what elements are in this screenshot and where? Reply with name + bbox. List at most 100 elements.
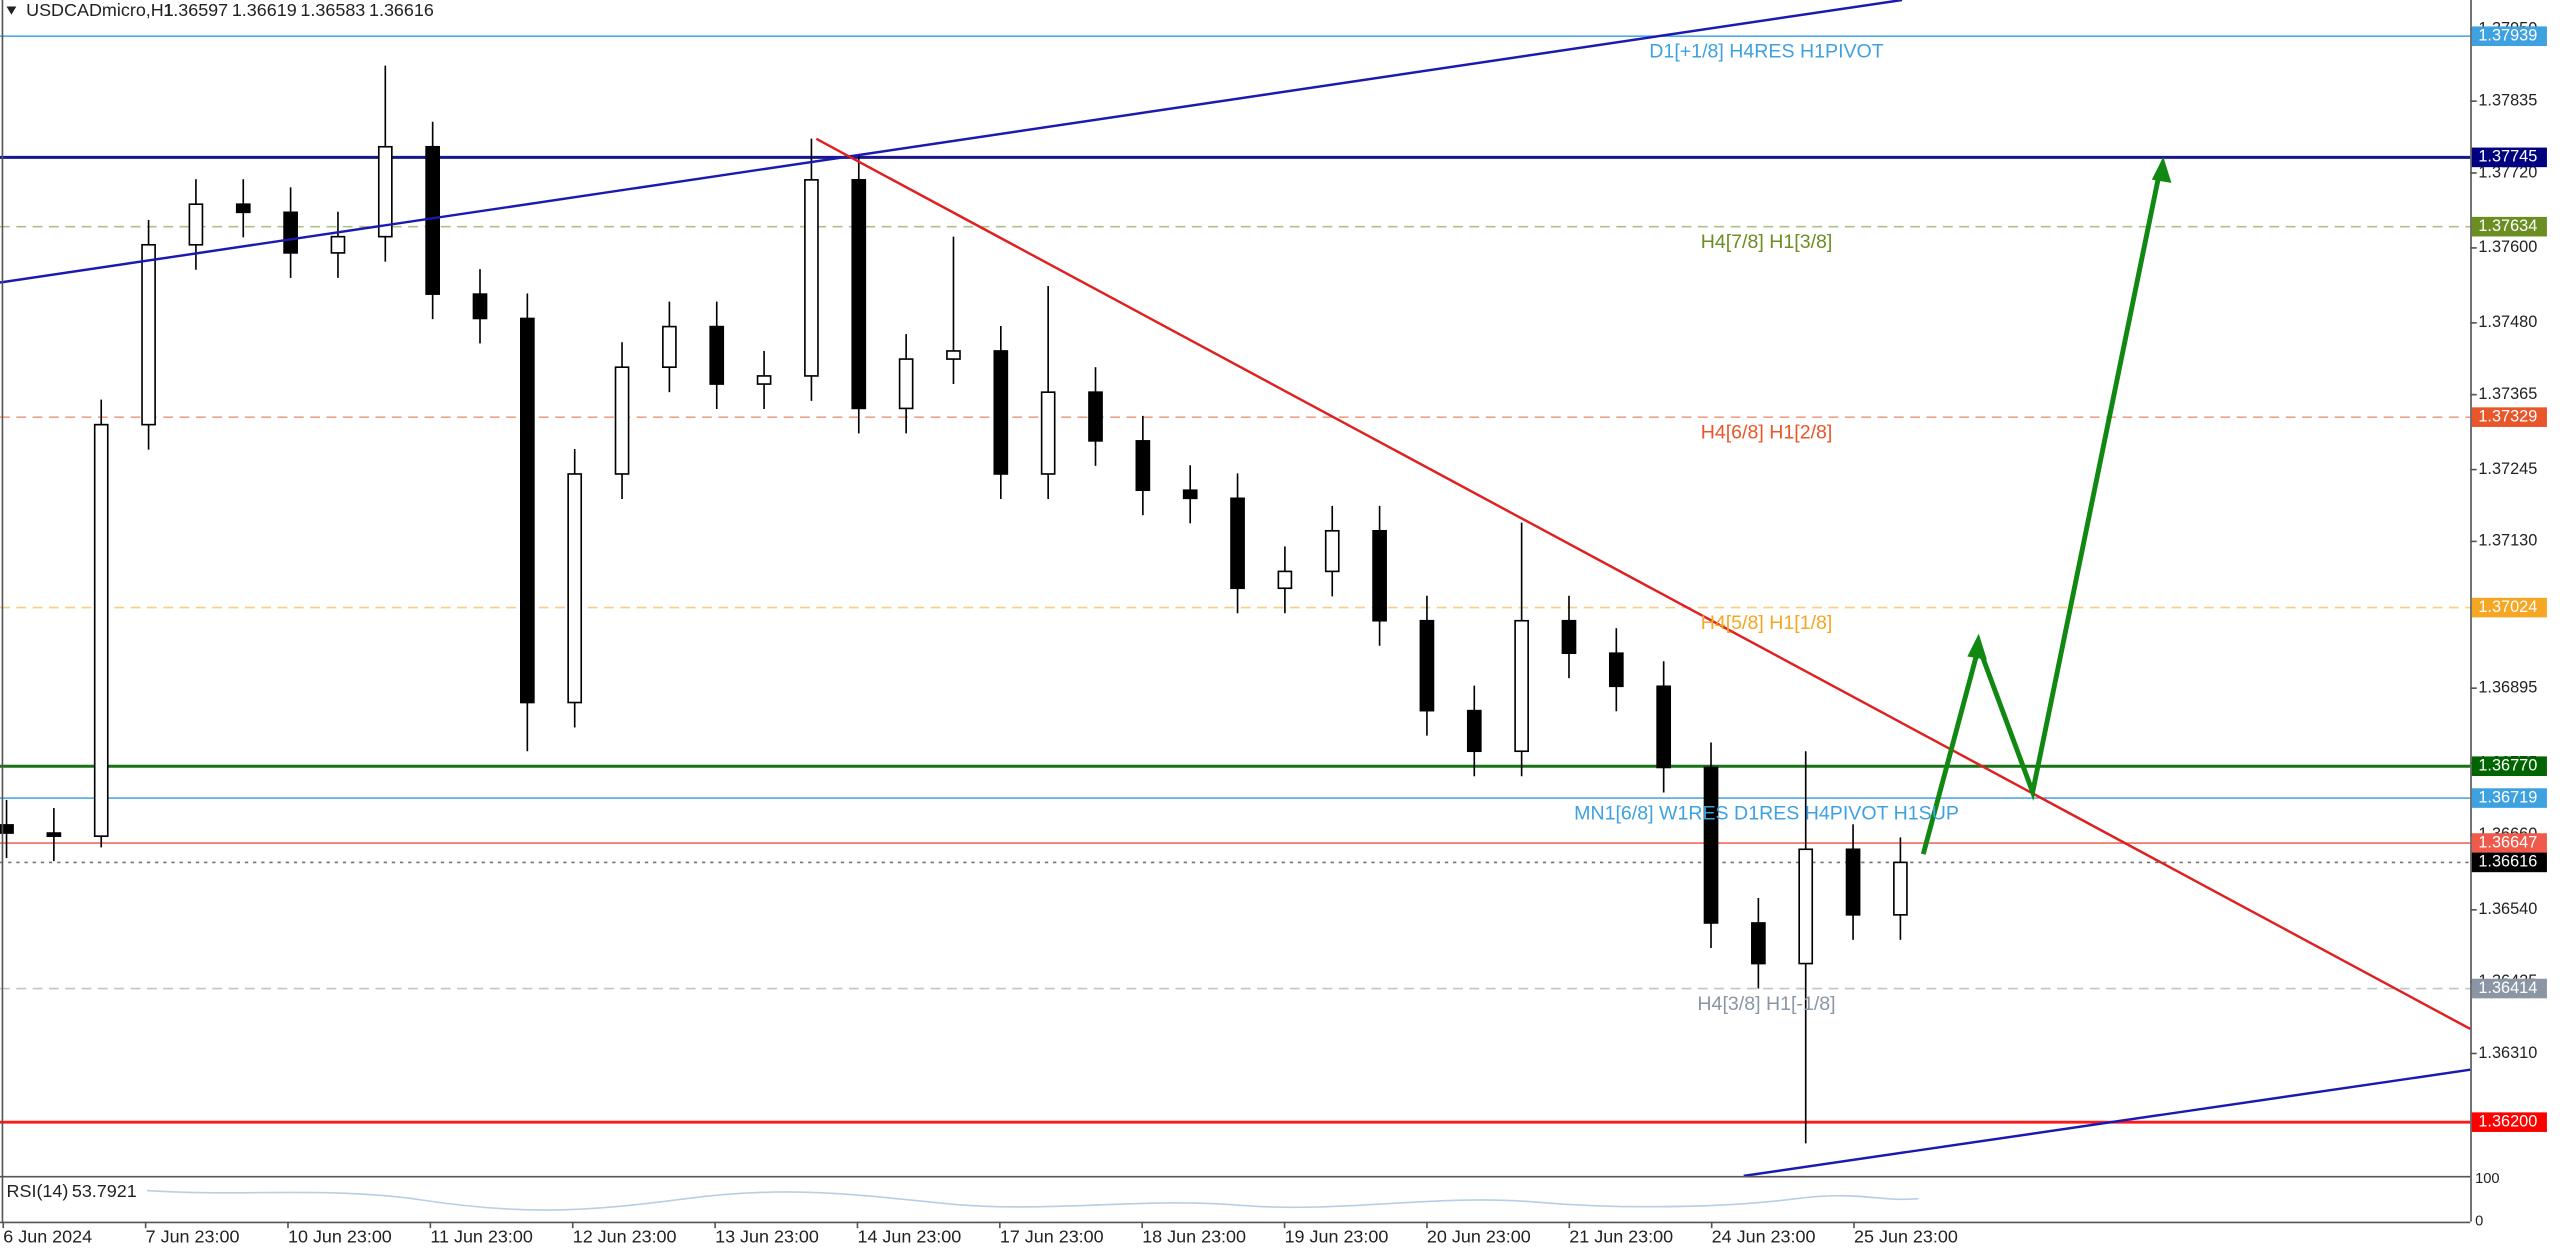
candle-body — [567, 473, 583, 704]
y-tick-label: 1.36540 — [2478, 900, 2537, 918]
level-note: H4[5/8] H1[1/8] — [1701, 612, 1833, 634]
level-note: H4[6/8] H1[2/8] — [1701, 422, 1833, 444]
rsi-tick-label: 0 — [2475, 1213, 2483, 1229]
level-label: 1.36200 — [2478, 1112, 2537, 1130]
x-tick-label: 10 Jun 23:00 — [288, 1227, 392, 1247]
header-value: 1.36583 — [300, 0, 365, 20]
level-label: 1.36647 — [2478, 833, 2537, 851]
x-tick-label: 25 Jun 23:00 — [1854, 1227, 1958, 1247]
level-box — [2471, 147, 2547, 168]
x-tick-label: 6 Jun 2024 — [3, 1227, 92, 1247]
candle-body — [0, 824, 14, 834]
level-box — [2471, 216, 2547, 237]
indicator-value: 53.7921 — [72, 1181, 137, 1201]
forecast-arrow — [1920, 169, 2163, 855]
level-label: 1.36616 — [2478, 853, 2537, 871]
header-value: 1.36619 — [232, 0, 297, 20]
candle-body — [1135, 440, 1151, 492]
trendline-resistance — [815, 137, 2471, 1030]
candle-body — [377, 145, 393, 238]
candle-body — [1277, 570, 1293, 590]
candle-body — [756, 375, 772, 385]
candle-body — [1182, 489, 1198, 500]
chart-title: USDCADmicro,H1 — [26, 0, 174, 20]
candle-body — [1514, 619, 1529, 753]
candle-body — [472, 293, 488, 320]
x-tick-label: 20 Jun 23:00 — [1427, 1227, 1531, 1247]
level-label: 1.37024 — [2478, 598, 2537, 616]
candle-body — [1324, 529, 1340, 573]
candle-body — [235, 203, 251, 214]
level-label: 1.37745 — [2478, 148, 2537, 166]
header-value: 1.36597 — [163, 0, 228, 20]
candle-body — [1703, 766, 1719, 924]
level-box — [2471, 788, 2547, 808]
level-box — [2471, 852, 2547, 873]
candle-body — [1608, 652, 1624, 688]
candles — [0, 65, 1908, 1144]
x-tick-label: 18 Jun 23:00 — [1142, 1227, 1246, 1247]
y-tick-label: 1.37365 — [2478, 385, 2537, 403]
candle-body — [1845, 848, 1861, 916]
level-label: 1.36414 — [2478, 979, 2537, 997]
level-label: 1.36770 — [2478, 757, 2537, 775]
x-tick-label: 7 Jun 23:00 — [146, 1227, 240, 1247]
y-tick-label: 1.37480 — [2478, 313, 2537, 331]
rsi-line — [146, 1189, 1919, 1211]
trendline-lower — [1743, 1068, 2471, 1178]
candle-body — [93, 423, 109, 837]
candle-body — [993, 350, 1009, 475]
candle-body — [1372, 529, 1387, 622]
x-tick-label: 13 Jun 23:00 — [715, 1227, 819, 1247]
candle-body — [1656, 685, 1672, 769]
arrow-head — [1967, 633, 1987, 660]
x-tick-label: 19 Jun 23:00 — [1285, 1227, 1389, 1247]
level-label: 1.37329 — [2478, 407, 2537, 425]
candle-body — [330, 235, 346, 254]
header-value: 1.36616 — [369, 0, 434, 20]
level-note: MN1[6/8] W1RES D1RES H4PIVOT H1SUP — [1574, 803, 1959, 825]
rsi-tick-label: 100 — [2475, 1171, 2500, 1187]
level-note: H4[3/8] H1[-1/8] — [1697, 993, 1835, 1015]
candle-body — [851, 179, 867, 410]
x-tick-label: 12 Jun 23:00 — [573, 1227, 677, 1247]
candle-body — [804, 179, 819, 377]
candle-body — [662, 325, 677, 369]
levels — [0, 35, 2471, 1124]
level-note: D1[+1/8] H4RES H1PIVOT — [1649, 41, 1883, 63]
x-tick-label: 24 Jun 23:00 — [1712, 1227, 1816, 1247]
level-box — [2471, 833, 2547, 853]
level-box — [2471, 26, 2547, 47]
x-tick-label: 21 Jun 23:00 — [1569, 1227, 1673, 1247]
y-tick-label: 1.37245 — [2478, 460, 2537, 478]
level-box — [2471, 978, 2547, 999]
candle-body — [614, 366, 630, 475]
candle-body — [1798, 848, 1814, 965]
level-label: 1.36719 — [2478, 788, 2537, 806]
candle-body — [898, 358, 914, 410]
arrow-head — [2151, 156, 2172, 183]
x-tick-label: 11 Jun 23:00 — [430, 1227, 532, 1247]
candle-body — [425, 145, 440, 295]
indicator-name: RSI(14) — [7, 1181, 69, 1201]
level-note: H4[7/8] H1[3/8] — [1701, 231, 1833, 253]
header-values: 1.36597 1.36619 1.36583 1.36616 — [163, 0, 434, 20]
candle-body — [1040, 391, 1056, 475]
level-box — [2471, 597, 2547, 618]
level-box — [2471, 756, 2547, 777]
candle-body — [1466, 709, 1482, 753]
level-box — [2471, 1112, 2547, 1132]
y-tick-label: 1.36310 — [2478, 1044, 2537, 1062]
y-tick-label: 1.36895 — [2478, 678, 2537, 696]
candle-body — [283, 211, 298, 254]
candle-body — [1230, 497, 1245, 590]
candle-body — [1893, 861, 1908, 916]
candle-body — [709, 325, 725, 385]
x-tick-label: 17 Jun 23:00 — [1000, 1227, 1104, 1247]
candle-body — [1088, 391, 1103, 442]
level-label: 1.37939 — [2478, 27, 2537, 45]
candle-body — [1419, 619, 1435, 712]
y-tick-label: 1.37720 — [2478, 163, 2537, 181]
collapse-icon — [6, 6, 17, 15]
